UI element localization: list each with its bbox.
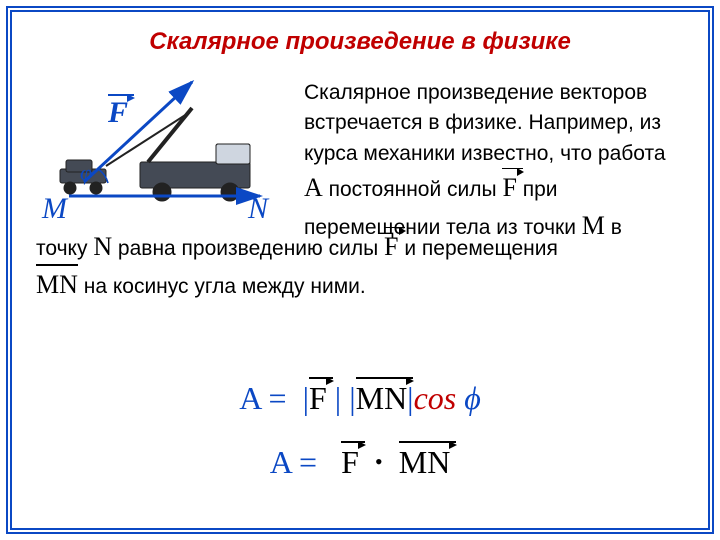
label-F: F — [108, 96, 128, 130]
label-phi: φ — [80, 160, 92, 186]
formula-magnitude: A = |F | |MN|cos ϕ — [0, 380, 720, 417]
label-M: M — [42, 192, 67, 226]
label-N: N — [248, 192, 268, 226]
explanation-top: Скалярное произведение векторов встречае… — [304, 78, 680, 245]
physics-diagram: M N F φ — [30, 64, 290, 224]
page-title: Скалярное произведение в физике — [0, 28, 720, 56]
explanation-bottom: точку N равна произведению силы F и пере… — [36, 228, 680, 303]
formula-dot: A = F • MN — [0, 444, 720, 481]
